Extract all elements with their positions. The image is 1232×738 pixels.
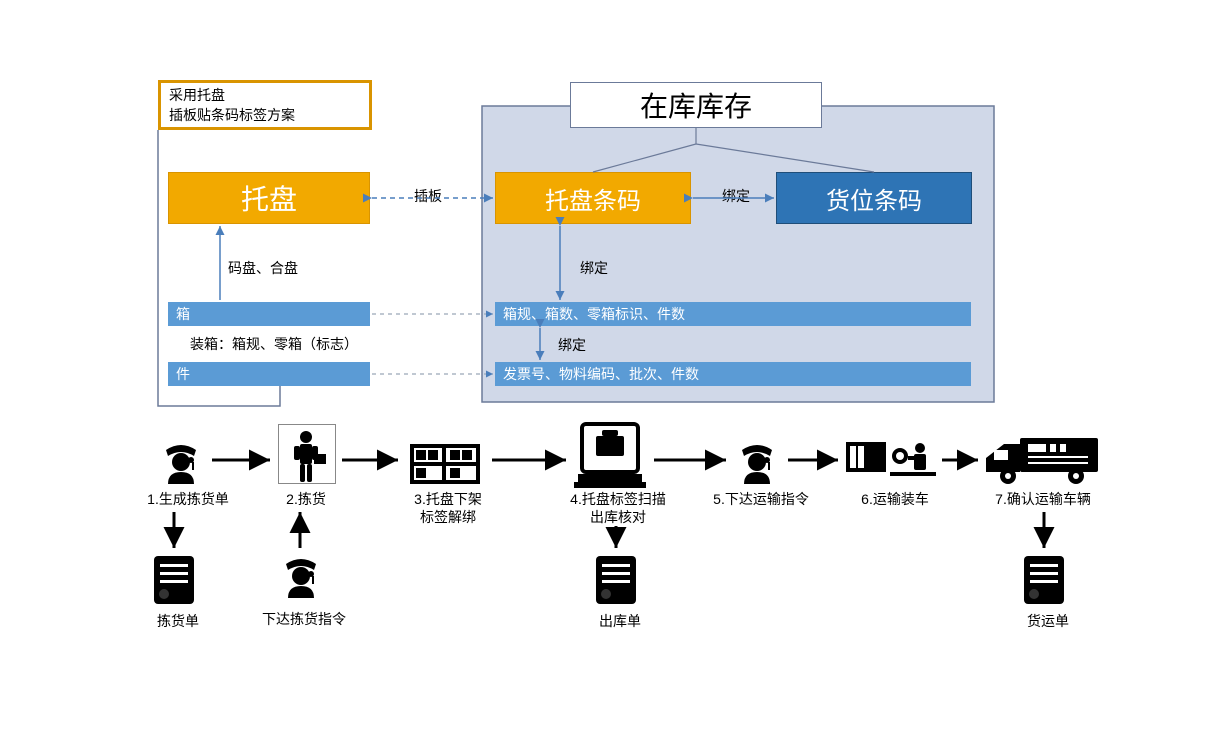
location-barcode: 货位条码 bbox=[826, 181, 922, 216]
scheme-line2: 插板贴条码标签方案 bbox=[169, 105, 295, 125]
edge-bind-3: 绑定 bbox=[558, 335, 586, 355]
edge-insert: 插板 bbox=[414, 186, 442, 206]
issue-pick-icon bbox=[278, 554, 324, 605]
pallet-label: 托盘 bbox=[241, 178, 297, 218]
edge-bind-2: 绑定 bbox=[580, 258, 608, 278]
bar-box-right: 箱规、箱数、零箱标识、件数 bbox=[495, 302, 971, 326]
pallet-barcode: 托盘条码 bbox=[545, 181, 641, 216]
freight-icon bbox=[1022, 554, 1066, 611]
bar-piece-left: 件 bbox=[168, 362, 370, 386]
step5-icon bbox=[734, 440, 780, 491]
step6-icon bbox=[844, 436, 938, 491]
location-barcode-box: 货位条码 bbox=[776, 172, 972, 224]
edge-code-merge: 码盘、合盘 bbox=[228, 258, 298, 278]
step7-icon bbox=[984, 434, 1102, 493]
pallet-box: 托盘 bbox=[168, 172, 370, 224]
step6-label: 6.运输装车 bbox=[850, 490, 940, 508]
inventory-title: 在库库存 bbox=[640, 85, 752, 125]
step5-label: 5.下达运输指令 bbox=[706, 490, 816, 508]
outbound-icon bbox=[594, 554, 638, 611]
scheme-line1: 采用托盘 bbox=[169, 85, 225, 105]
step1-icon bbox=[158, 440, 204, 491]
step3-icon bbox=[406, 438, 484, 491]
step1-label: 1.生成拣货单 bbox=[138, 490, 238, 508]
inventory-title-box: 在库库存 bbox=[570, 82, 822, 128]
bar-piece-right: 发票号、物料编码、批次、件数 bbox=[495, 362, 971, 386]
diagram-canvas: { "colors": { "orange": "#f2a900", "oran… bbox=[0, 0, 1232, 738]
step7-label: 7.确认运输车辆 bbox=[978, 490, 1108, 508]
step4-label: 4.托盘标签扫描 出库核对 bbox=[558, 490, 678, 526]
step2-icon bbox=[284, 428, 330, 491]
picklist-label: 拣货单 bbox=[148, 612, 208, 630]
edge-bind-1: 绑定 bbox=[722, 186, 750, 206]
issue-pick-label: 下达拣货指令 bbox=[254, 610, 354, 628]
outbound-label: 出库单 bbox=[590, 612, 650, 630]
picklist-icon bbox=[152, 554, 196, 611]
freight-label: 货运单 bbox=[1018, 612, 1078, 630]
pallet-barcode-box: 托盘条码 bbox=[495, 172, 691, 224]
step4-icon bbox=[574, 420, 646, 495]
scheme-box: 采用托盘 插板贴条码标签方案 bbox=[158, 80, 372, 130]
bar-box-left: 箱 bbox=[168, 302, 370, 326]
step3-label: 3.托盘下架 标签解绑 bbox=[398, 490, 498, 526]
pack-label: 装箱：箱规、零箱（标志） bbox=[190, 334, 358, 354]
step2-label: 2.拣货 bbox=[276, 490, 336, 508]
